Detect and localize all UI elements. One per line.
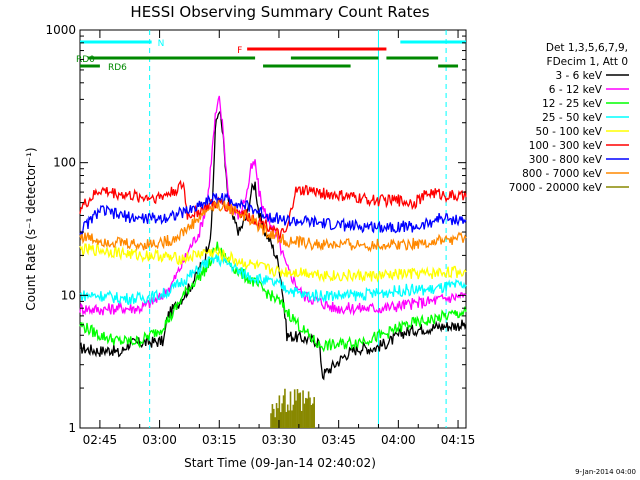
flag-bars: N F RD0 RD6 xyxy=(76,39,466,73)
legend-label-3: 25 - 50 keV xyxy=(542,112,603,124)
x-tick-label-6: 04:15 xyxy=(441,433,476,447)
series-line-4 xyxy=(79,243,467,283)
flag-label-n: N xyxy=(158,39,165,49)
chart-title: HESSI Observing Summary Count Rates xyxy=(130,3,429,21)
legend-label-5: 100 - 300 keV xyxy=(529,140,603,152)
vertical-markers xyxy=(149,30,447,428)
legend-label-7: 800 - 7000 keV xyxy=(522,168,603,180)
legend-header-1: FDecim 1, Att 0 xyxy=(547,56,628,68)
x-tick-label-4: 03:45 xyxy=(321,433,356,447)
series-line-2 xyxy=(79,241,467,353)
x-tick-label-2: 03:15 xyxy=(202,433,237,447)
legend-label-4: 50 - 100 keV xyxy=(535,126,602,138)
flag-label-rd6: RD6 xyxy=(108,63,127,73)
x-tick-label-0: 02:45 xyxy=(83,433,118,447)
y-tick-label-3: 1000 xyxy=(45,23,76,37)
axes: 02:45 03:00 03:15 03:30 03:45 04:00 04:15 1 10 10… xyxy=(45,23,475,447)
y-tick-label-2: 100 xyxy=(53,156,76,170)
series-layer xyxy=(79,95,467,428)
flag-label-f: F xyxy=(237,46,242,56)
legend-header-0: Det 1,3,5,6,7,9, xyxy=(546,42,628,54)
legend-label-0: 3 - 6 keV xyxy=(555,70,602,82)
y-tick-label-1: 10 xyxy=(61,288,76,302)
legend-label-1: 6 - 12 keV xyxy=(549,84,603,96)
legend-label-6: 300 - 800 keV xyxy=(529,154,603,166)
x-tick-label-1: 03:00 xyxy=(142,433,177,447)
y-axis-title: Count Rate (s⁻¹ detector⁻¹) xyxy=(24,147,38,310)
flag-label-rd0: RD0 xyxy=(76,55,95,65)
x-tick-label-3: 03:30 xyxy=(262,433,297,447)
legend-label-2: 12 - 25 keV xyxy=(542,98,603,110)
y-tick-label-0: 1 xyxy=(68,421,76,435)
legend-label-8: 7000 - 20000 keV xyxy=(509,182,603,194)
series-line-3 xyxy=(79,254,467,306)
footer-timestamp: 9-Jan-2014 04:00 xyxy=(575,468,636,476)
series-line-6 xyxy=(79,191,467,236)
legend: Det 1,3,5,6,7,9, FDecim 1, Att 0 3 - 6 keV… xyxy=(509,42,629,194)
series-line-0 xyxy=(79,109,467,381)
x-tick-label-5: 04:00 xyxy=(381,433,416,447)
series-line-7 xyxy=(79,200,467,253)
x-axis-title: Start Time (09-Jan-14 02:40:02) xyxy=(184,456,376,470)
